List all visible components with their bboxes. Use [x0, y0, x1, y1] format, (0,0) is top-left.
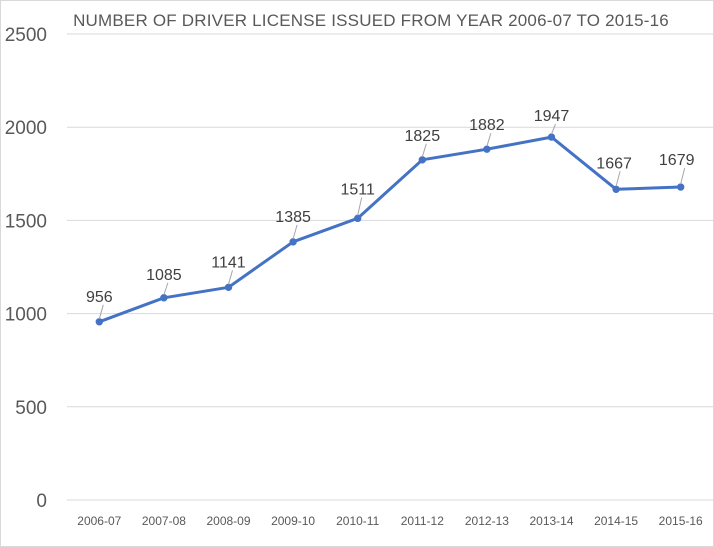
data-point: [483, 145, 491, 153]
x-tick-label: 2012-13: [465, 514, 509, 528]
data-label-leader: [98, 304, 104, 319]
data-label-leader: [551, 123, 556, 135]
data-label-leader: [421, 143, 427, 157]
y-tick-label: 1500: [5, 211, 47, 232]
data-label-leader: [486, 133, 492, 147]
data-point: [224, 283, 233, 292]
data-label-leader: [357, 197, 363, 216]
y-tick-label: 2500: [5, 25, 47, 46]
data-label-leader: [163, 282, 169, 295]
x-tick-label: 2010-11: [336, 514, 379, 528]
data-point: [418, 156, 426, 164]
data-point: [160, 294, 168, 302]
data-label-leader: [680, 167, 686, 185]
y-tick-label: 0: [36, 491, 47, 512]
data-label: 1947: [534, 108, 570, 125]
y-tick-label: 1000: [5, 305, 47, 326]
data-label: 1511: [340, 181, 375, 198]
data-point: [547, 133, 556, 141]
data-point: [612, 185, 620, 193]
data-point: [354, 214, 362, 223]
x-tick-label: 2008-09: [206, 514, 250, 528]
data-label: 1882: [469, 117, 505, 134]
data-label-leader: [292, 224, 298, 239]
data-point: [289, 238, 297, 246]
y-tick-label: 2000: [5, 118, 47, 139]
data-label: 1679: [659, 152, 695, 169]
data-label: 1825: [405, 128, 441, 145]
x-tick-label: 2015-16: [659, 514, 703, 528]
data-label-leader: [228, 270, 233, 285]
x-tick-label: 2011-12: [401, 514, 444, 528]
x-tick-label: 2007-08: [142, 514, 186, 528]
x-tick-label: 2009-10: [271, 514, 315, 528]
series-line: [97, 135, 683, 324]
data-label: 1141: [211, 254, 246, 271]
data-label: 1385: [275, 209, 311, 226]
y-tick-label: 500: [15, 398, 47, 419]
x-tick-label: 2013-14: [529, 514, 573, 528]
x-tick-label: 2006-07: [77, 514, 121, 528]
data-label: 1085: [146, 267, 182, 284]
data-point: [95, 318, 104, 326]
data-label-leader: [615, 171, 621, 187]
x-tick-label: 2014-15: [594, 514, 638, 528]
data-label: 956: [86, 289, 113, 306]
chart-title: NUMBER OF DRIVER LICENSE ISSUED FROM YEA…: [73, 11, 669, 30]
data-point: [677, 183, 685, 191]
data-label: 1667: [596, 155, 632, 172]
